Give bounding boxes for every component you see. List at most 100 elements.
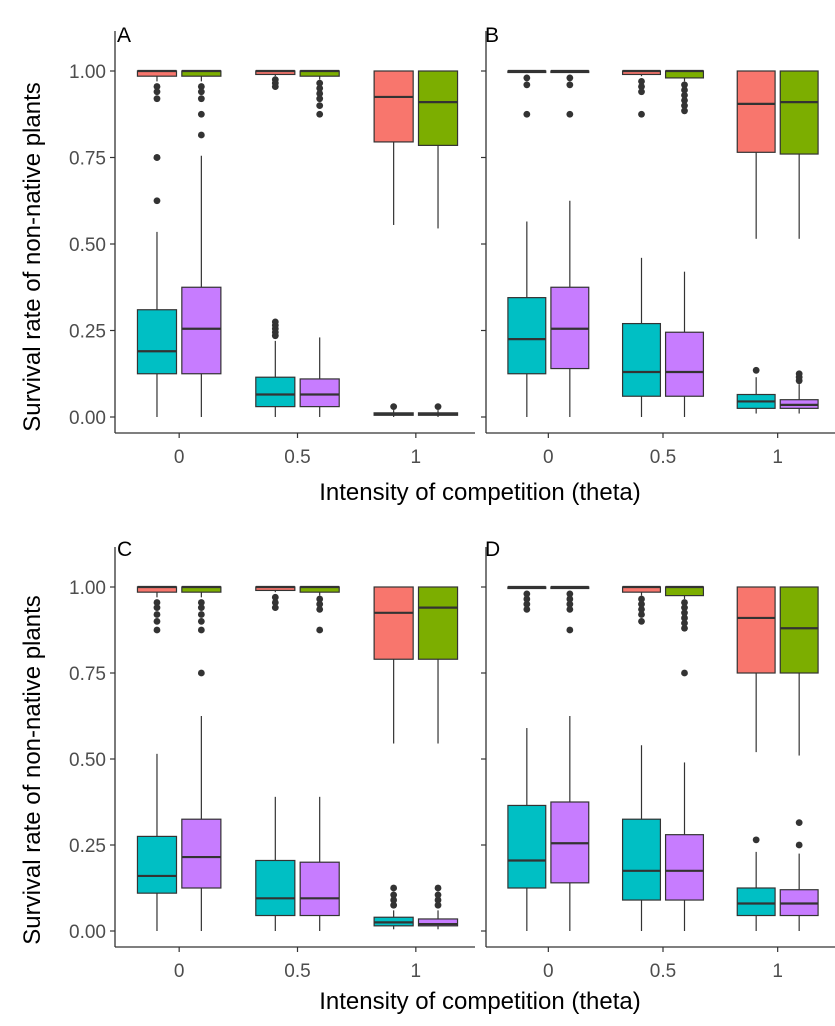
box-A-s3-c0 xyxy=(181,155,222,417)
box-body xyxy=(664,834,705,901)
outlier-point xyxy=(197,604,205,612)
x-tick-label: 1 xyxy=(772,961,783,982)
box-B-s3-c1 xyxy=(664,271,705,417)
box-D-s1-c2 xyxy=(779,586,819,756)
outlier-point xyxy=(390,896,398,904)
outlier-point xyxy=(197,611,205,618)
panel-tag: B xyxy=(485,24,499,47)
box-C-s3-c2 xyxy=(417,884,459,930)
box-body xyxy=(507,804,547,889)
box-A-s1-c0 xyxy=(181,69,222,139)
box-D-s0-c1 xyxy=(621,585,662,625)
box-C-s1-c0 xyxy=(181,585,222,677)
outlier-point xyxy=(434,403,442,411)
box-A-s2-c0 xyxy=(136,154,178,417)
box-B-s0-c1 xyxy=(621,69,662,118)
outlier-point xyxy=(197,618,205,625)
x-tick-label: 0 xyxy=(174,961,185,982)
outlier-point xyxy=(566,110,574,118)
outlier-point xyxy=(390,884,398,892)
x-tick-label: 0.5 xyxy=(650,961,676,982)
box-C-s0-c1 xyxy=(255,585,296,612)
x-tick-label: 1 xyxy=(772,447,783,468)
outlier-point xyxy=(197,669,205,677)
outlier-point xyxy=(638,83,645,90)
box-body xyxy=(664,586,705,597)
outlier-point xyxy=(153,626,161,634)
outlier-point xyxy=(434,884,442,892)
outlier-point xyxy=(566,81,574,89)
outlier-point xyxy=(681,81,688,89)
outlier-point xyxy=(681,609,688,617)
panel-A: A 0.00 0.25 0.50 0.75 1.00 0 0.5 1 xyxy=(69,24,475,468)
outlier-point xyxy=(681,614,688,622)
box-C-s1-c2 xyxy=(417,586,459,744)
box-D-s0-c0 xyxy=(507,585,547,613)
outlier-point xyxy=(153,154,161,161)
box-body xyxy=(779,70,819,155)
outlier-point xyxy=(316,90,324,97)
outlier-point xyxy=(638,77,645,85)
box-body xyxy=(664,331,705,397)
box-C-s2-c0 xyxy=(136,753,178,931)
box-A-s3-c1 xyxy=(299,337,340,417)
outlier-point xyxy=(390,891,398,899)
box-A-s1-c2 xyxy=(417,70,459,229)
box-A-s2-c1 xyxy=(255,318,296,417)
x-tick-label: 0 xyxy=(543,447,554,468)
box-body xyxy=(417,918,459,927)
box-B-s2-c1 xyxy=(621,257,662,417)
box-C-s2-c2 xyxy=(373,884,414,930)
box-body xyxy=(136,309,178,375)
outlier-point xyxy=(638,110,645,118)
box-A-s1-c1 xyxy=(299,69,340,118)
box-body xyxy=(299,861,340,917)
outlier-point xyxy=(197,131,205,139)
box-body xyxy=(736,70,776,153)
panel-D: D 0 0.5 1 xyxy=(481,538,835,982)
outlier-point xyxy=(271,604,279,612)
outlier-point xyxy=(153,88,161,96)
box-body xyxy=(255,859,296,917)
box-A-s0-c2 xyxy=(373,70,414,225)
y-tick-label: 0.00 xyxy=(69,922,106,943)
outlier-point xyxy=(153,604,161,612)
outlier-point xyxy=(316,626,324,634)
box-B-s1-c1 xyxy=(664,69,705,115)
panel-tag: A xyxy=(117,24,131,47)
outlier-point xyxy=(390,901,398,909)
outlier-point xyxy=(523,590,531,598)
outlier-point xyxy=(681,619,688,627)
outlier-point xyxy=(153,599,161,606)
outlier-point xyxy=(638,618,645,625)
outlier-point xyxy=(681,91,688,99)
outlier-point xyxy=(153,95,161,103)
box-B-s1-c0 xyxy=(550,69,590,118)
box-C-s0-c0 xyxy=(136,585,178,634)
box-A-s3-c2 xyxy=(417,403,459,417)
outlier-point xyxy=(197,88,205,96)
box-D-s3-c1 xyxy=(664,762,705,931)
box-body xyxy=(181,286,222,375)
box-body xyxy=(736,586,776,674)
outlier-point xyxy=(795,841,803,849)
box-body xyxy=(136,835,178,894)
outlier-point xyxy=(523,81,531,89)
box-B-s0-c0 xyxy=(507,69,547,118)
x-tick-label: 1 xyxy=(411,961,422,982)
box-D-s1-c1 xyxy=(664,585,705,677)
y-tick-label: 0.00 xyxy=(69,408,106,429)
y-tick-label: 0.25 xyxy=(69,836,106,857)
outlier-point xyxy=(681,102,688,109)
outlier-point xyxy=(197,95,205,103)
y-tick-label: 1.00 xyxy=(69,578,106,599)
outlier-point xyxy=(681,97,688,104)
outlier-point xyxy=(523,595,531,603)
box-D-s2-c2 xyxy=(736,836,776,931)
panels: A0.000.250.500.751.000 0.5 1B0 0.5 1C0.000.2… xyxy=(69,24,835,982)
outlier-point xyxy=(566,605,574,613)
y-tick-label: 1.00 xyxy=(69,62,106,83)
outlier-point xyxy=(566,590,574,598)
outlier-point xyxy=(271,599,279,606)
